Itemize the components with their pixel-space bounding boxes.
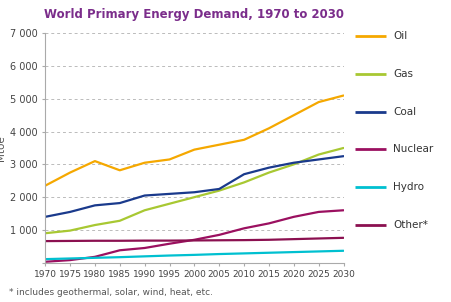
Oil xyxy=(241,138,246,142)
Other* xyxy=(241,238,246,242)
Hydro xyxy=(117,255,122,259)
Hydro xyxy=(92,256,97,260)
Nuclear xyxy=(92,255,97,259)
Coal xyxy=(340,154,345,158)
Y-axis label: Mtoe: Mtoe xyxy=(0,135,5,161)
Gas xyxy=(266,171,271,174)
Coal xyxy=(67,210,73,214)
Other* xyxy=(290,237,296,241)
Hydro xyxy=(241,252,246,255)
Hydro xyxy=(67,257,73,260)
Oil xyxy=(191,148,197,151)
Nuclear xyxy=(166,242,172,246)
Hydro xyxy=(340,249,345,252)
Hydro xyxy=(315,250,321,253)
Oil xyxy=(142,161,147,165)
Oil xyxy=(67,171,73,174)
Other* xyxy=(42,239,48,243)
Line: Nuclear: Nuclear xyxy=(45,210,343,262)
Gas xyxy=(166,202,172,206)
Other* xyxy=(92,239,97,243)
Oil xyxy=(266,127,271,130)
Hydro xyxy=(290,250,296,254)
Gas xyxy=(290,162,296,166)
Nuclear xyxy=(117,249,122,252)
Coal xyxy=(241,172,246,176)
Oil xyxy=(216,143,221,146)
Line: Oil: Oil xyxy=(45,95,343,186)
Other* xyxy=(67,239,73,243)
Text: Gas: Gas xyxy=(392,69,412,79)
Other* xyxy=(340,236,345,239)
Gas xyxy=(191,195,197,199)
Line: Coal: Coal xyxy=(45,156,343,217)
Text: Hydro: Hydro xyxy=(392,182,423,192)
Coal xyxy=(266,166,271,169)
Hydro xyxy=(191,253,197,257)
Text: World Primary Energy Demand, 1970 to 2030: World Primary Energy Demand, 1970 to 203… xyxy=(44,8,344,21)
Coal xyxy=(315,158,321,161)
Nuclear xyxy=(67,258,73,262)
Other* xyxy=(315,237,321,240)
Other* xyxy=(142,239,147,243)
Nuclear xyxy=(42,260,48,264)
Hydro xyxy=(42,257,48,261)
Other* xyxy=(216,239,221,242)
Gas xyxy=(117,219,122,223)
Text: Nuclear: Nuclear xyxy=(392,144,433,155)
Line: Hydro: Hydro xyxy=(45,251,343,259)
Coal xyxy=(42,215,48,219)
Hydro xyxy=(216,252,221,256)
Oil xyxy=(92,159,97,163)
Nuclear xyxy=(191,238,197,242)
Nuclear xyxy=(266,222,271,225)
Other* xyxy=(191,239,197,242)
Other* xyxy=(166,239,172,243)
Oil xyxy=(166,158,172,161)
Gas xyxy=(92,223,97,227)
Coal xyxy=(142,194,147,197)
Coal xyxy=(216,187,221,191)
Hydro xyxy=(166,254,172,257)
Nuclear xyxy=(340,208,345,212)
Nuclear xyxy=(216,233,221,237)
Oil xyxy=(340,94,345,97)
Nuclear xyxy=(241,226,246,230)
Oil xyxy=(42,184,48,188)
Text: Other*: Other* xyxy=(392,220,427,230)
Gas xyxy=(315,153,321,156)
Coal xyxy=(191,191,197,194)
Oil xyxy=(315,100,321,104)
Gas xyxy=(241,181,246,184)
Line: Other*: Other* xyxy=(45,238,343,241)
Coal xyxy=(117,201,122,205)
Line: Gas: Gas xyxy=(45,148,343,233)
Gas xyxy=(216,189,221,192)
Other* xyxy=(117,239,122,243)
Text: Oil: Oil xyxy=(392,31,407,41)
Gas xyxy=(340,146,345,150)
Gas xyxy=(142,208,147,212)
Hydro xyxy=(142,255,147,258)
Nuclear xyxy=(290,215,296,219)
Gas xyxy=(42,231,48,235)
Text: Coal: Coal xyxy=(392,107,415,117)
Gas xyxy=(67,229,73,233)
Coal xyxy=(166,192,172,196)
Other* xyxy=(266,238,271,242)
Oil xyxy=(117,169,122,172)
Nuclear xyxy=(142,246,147,250)
Oil xyxy=(290,113,296,117)
Coal xyxy=(92,204,97,207)
Text: * includes geothermal, solar, wind, heat, etc.: * includes geothermal, solar, wind, heat… xyxy=(9,288,212,297)
Coal xyxy=(290,161,296,165)
Nuclear xyxy=(315,210,321,214)
Hydro xyxy=(266,251,271,255)
